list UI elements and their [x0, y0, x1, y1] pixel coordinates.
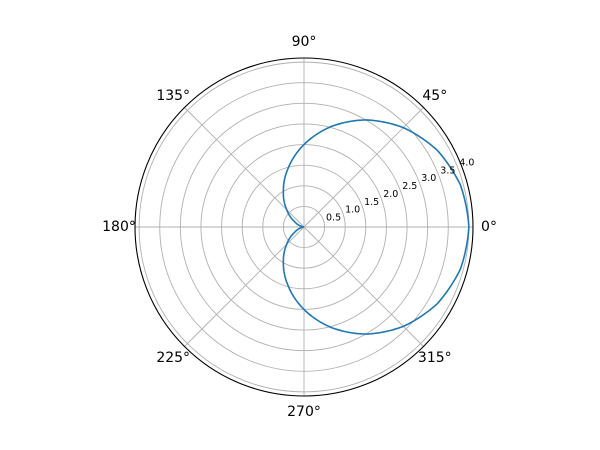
angle-tick-label-1: 45°: [422, 88, 447, 104]
angular-grid-line-5: [184, 226, 305, 347]
angle-tick-label-0: 0°: [481, 219, 497, 235]
polar-frame: [134, 57, 474, 397]
series-layer: [282, 119, 470, 335]
angle-tick-label-2: 90°: [292, 34, 317, 50]
angle-tick-label-5: 225°: [156, 350, 190, 366]
label-layer: 0° 45° 90° 135° 180° 225° 270° 315° 0.5 1.0 1.5 2.0…: [102, 34, 497, 420]
radial-tick-label-6: 3.5: [440, 165, 455, 176]
radial-tick-label-7: 4.0: [459, 157, 474, 168]
angle-tick-label-3: 135°: [156, 88, 190, 104]
series-line-0: [282, 119, 470, 335]
angle-tick-label-6: 270°: [287, 404, 321, 420]
radial-tick-label-4: 2.5: [402, 181, 417, 192]
radial-tick-label-1: 1.0: [345, 205, 360, 216]
angle-tick-label-4: 180°: [102, 219, 136, 235]
radial-tick-label-2: 1.5: [364, 197, 379, 208]
radial-tick-label-5: 3.0: [421, 173, 436, 184]
angle-tick-label-7: 315°: [418, 350, 452, 366]
frame-layer: [134, 57, 474, 397]
angular-grid-line-3: [184, 107, 305, 228]
radial-tick-label-0: 0.5: [326, 213, 341, 224]
radial-tick-label-3: 2.0: [383, 189, 398, 200]
